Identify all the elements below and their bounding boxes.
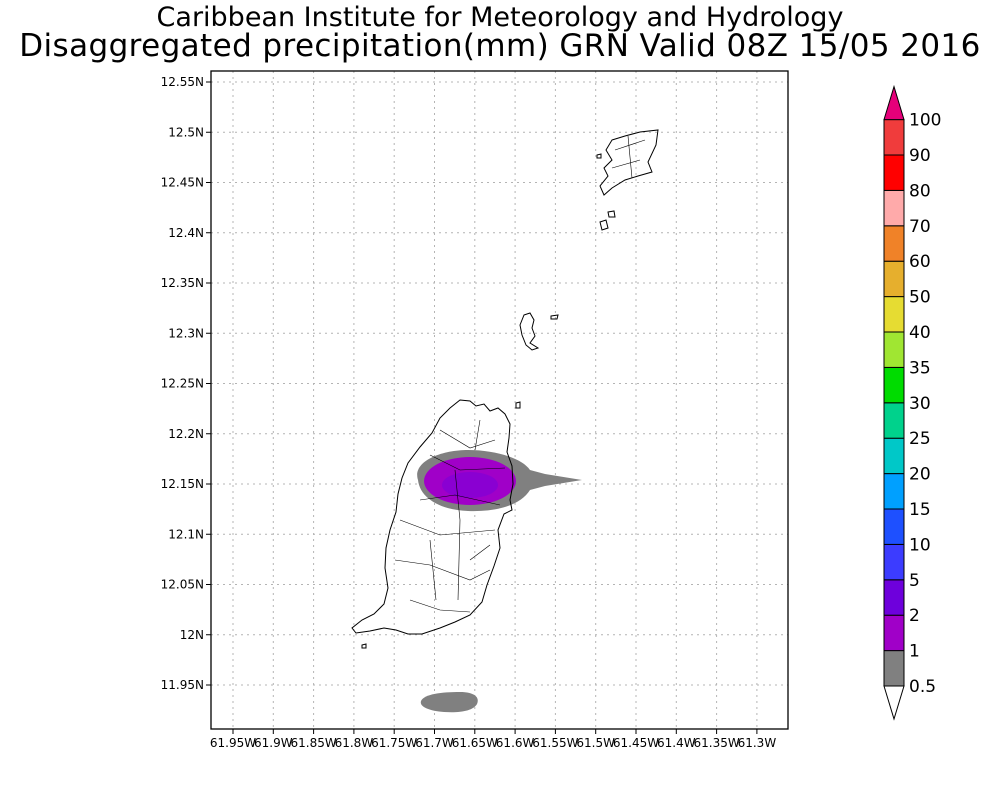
lon-tick-label: 61.65W bbox=[452, 736, 498, 750]
lon-tick-label: 61.8W bbox=[335, 736, 374, 750]
map-area bbox=[211, 71, 788, 729]
lon-tick-label: 61.35W bbox=[693, 736, 739, 750]
lat-tick-label: 12.45N bbox=[161, 176, 204, 190]
colorbar-level-label: 20 bbox=[909, 465, 931, 485]
colorbar-swatch bbox=[883, 579, 905, 616]
small-islet-2 bbox=[607, 210, 616, 218]
lon-tick-label: 61.5W bbox=[576, 736, 615, 750]
lon-tick-label: 61.75W bbox=[371, 736, 417, 750]
colorbar-level-label: 0.5 bbox=[909, 677, 936, 697]
small-islet-3 bbox=[515, 401, 521, 409]
lon-tick-label: 61.9W bbox=[254, 736, 293, 750]
colorbar-level-label: 35 bbox=[909, 358, 931, 378]
colorbar-swatch bbox=[883, 402, 905, 439]
colorbar-swatch bbox=[883, 650, 905, 687]
colorbar-over-arrow bbox=[883, 84, 905, 121]
lon-tick-label: 61.85W bbox=[290, 736, 336, 750]
colorbar-swatch bbox=[883, 225, 905, 262]
chart-title: Caribbean Institute for Meteorology and … bbox=[156, 2, 844, 33]
lon-tick-label: 61.6W bbox=[496, 736, 535, 750]
lat-tick-label: 11.95N bbox=[161, 678, 204, 692]
lat-tick-label: 12.05N bbox=[161, 578, 204, 592]
carriacou-coastline bbox=[599, 129, 659, 196]
latitude-labels: 12.55N 12.5N 12.45N 12.4N 12.35N 12.3N 12.25N 1… bbox=[161, 75, 211, 692]
colorbar-swatch bbox=[883, 119, 905, 156]
colorbar-level-label: 2 bbox=[909, 606, 920, 626]
colorbar-swatch bbox=[883, 543, 905, 581]
lat-tick-label: 12.55N bbox=[161, 75, 204, 89]
colorbar-under-arrow bbox=[883, 685, 905, 721]
small-islet-4 bbox=[596, 153, 602, 159]
colorbar-swatch bbox=[883, 296, 905, 333]
colorbar-swatch bbox=[883, 331, 905, 368]
lat-tick-label: 12.4N bbox=[168, 226, 204, 240]
colorbar-swatch bbox=[883, 614, 905, 652]
lat-tick-label: 12.15N bbox=[161, 477, 204, 491]
colorbar-level-label: 5 bbox=[909, 571, 920, 591]
precip-south-patch bbox=[420, 692, 478, 713]
colorbar-level-label: 1 bbox=[909, 642, 920, 662]
colorbar-swatch bbox=[883, 437, 905, 475]
small-islet-1 bbox=[550, 314, 559, 320]
colorbar-level-label: 80 bbox=[909, 181, 931, 201]
lat-tick-label: 12N bbox=[180, 628, 204, 642]
colorbar-level-label: 25 bbox=[909, 429, 931, 449]
precip-over-2 bbox=[442, 472, 498, 498]
petit-martinique bbox=[599, 219, 609, 231]
lat-tick-label: 12.1N bbox=[168, 527, 204, 541]
colorbar-level-label: 40 bbox=[909, 323, 931, 343]
grenada-coastline bbox=[351, 399, 514, 635]
colorbar-level-label: 10 bbox=[909, 535, 931, 555]
colorbar-swatch bbox=[883, 260, 905, 298]
colorbar-level-label: 15 bbox=[909, 500, 931, 520]
colorbar-swatch bbox=[883, 189, 905, 227]
colorbar-swatch bbox=[883, 508, 905, 545]
colorbar-level-label: 100 bbox=[909, 111, 941, 131]
colorbar-swatch bbox=[883, 473, 905, 510]
grid-lines bbox=[211, 71, 788, 729]
map-frame bbox=[210, 70, 789, 730]
lon-tick-label: 61.7W bbox=[415, 736, 454, 750]
lon-tick-label: 61.3W bbox=[738, 736, 777, 750]
colorbar-swatch bbox=[883, 366, 905, 404]
colorbar-level-label: 70 bbox=[909, 217, 931, 237]
colorbar-level-label: 50 bbox=[909, 288, 931, 308]
carriacou-detail bbox=[611, 135, 646, 179]
lat-tick-label: 12.25N bbox=[161, 377, 204, 391]
colorbar-swatch bbox=[883, 154, 905, 191]
chart-subtitle: Disaggregated precipitation(mm) GRN Vali… bbox=[19, 28, 981, 64]
lat-tick-label: 12.35N bbox=[161, 276, 204, 290]
colorbar-level-label: 60 bbox=[909, 252, 931, 272]
lon-tick-label: 61.45W bbox=[613, 736, 659, 750]
grenada-parishes bbox=[394, 419, 506, 613]
lon-tick-label: 61.4W bbox=[657, 736, 696, 750]
coastlines bbox=[351, 129, 659, 649]
longitude-labels: 61.95W61.9W61.85W61.8W61.75W61.7W61.65W6… bbox=[210, 729, 776, 750]
colorbar-level-label: 90 bbox=[909, 146, 931, 166]
lon-tick-label: 61.55W bbox=[532, 736, 578, 750]
isle-ronde bbox=[519, 312, 540, 351]
colorbar-level-label: 30 bbox=[909, 394, 931, 414]
lat-tick-label: 12.2N bbox=[168, 427, 204, 441]
lat-tick-label: 12.5N bbox=[168, 125, 204, 139]
lat-tick-label: 12.3N bbox=[168, 326, 204, 340]
small-islet-5 bbox=[361, 643, 367, 649]
lon-tick-label: 61.95W bbox=[210, 736, 256, 750]
